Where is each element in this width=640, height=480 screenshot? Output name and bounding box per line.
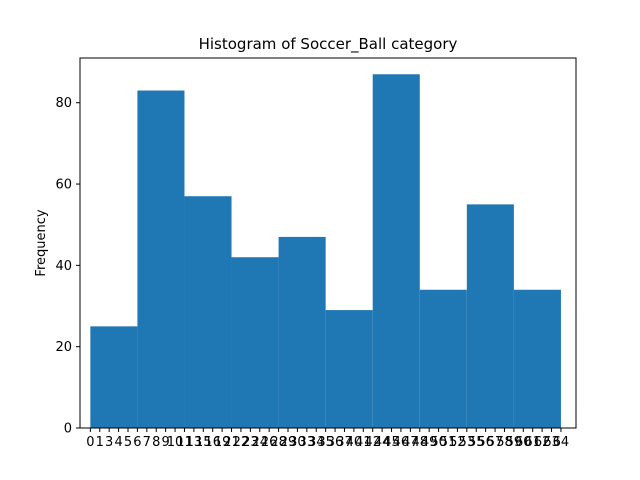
x-tick-label: 0 bbox=[86, 435, 94, 450]
x-tick-label: 33 bbox=[299, 435, 316, 450]
x-tick-label: 11 bbox=[176, 435, 193, 450]
x-tick-label: 4 bbox=[114, 435, 122, 450]
x-tick-label: 22 bbox=[233, 435, 250, 450]
x-tick-label: 42 bbox=[364, 435, 381, 450]
plot-frame bbox=[79, 57, 577, 429]
x-tick-label: 58 bbox=[496, 435, 513, 450]
x-tick-label: 15 bbox=[195, 435, 212, 450]
x-tick-label: 26 bbox=[261, 435, 278, 450]
x-tick-label: 48 bbox=[411, 435, 428, 450]
x-tick-label: 35 bbox=[317, 435, 334, 450]
x-tick-label: 3 bbox=[105, 435, 113, 450]
x-tick-label: 36 bbox=[327, 435, 344, 450]
x-tick-label: 41 bbox=[355, 435, 372, 450]
y-tick-label: 40 bbox=[55, 259, 72, 274]
x-tick-label: 51 bbox=[440, 435, 457, 450]
x-tick-label: 16 bbox=[204, 435, 221, 450]
x-tick-label: 7 bbox=[143, 435, 151, 450]
x-tick-label: 55 bbox=[468, 435, 485, 450]
x-tick-label: 61 bbox=[524, 435, 541, 450]
x-tick-label: 47 bbox=[402, 435, 419, 450]
histogram-bar-1 bbox=[90, 326, 138, 428]
histogram-bar-8 bbox=[419, 289, 467, 428]
x-tick-label: 19 bbox=[214, 435, 231, 450]
x-tick-label: 23 bbox=[242, 435, 259, 450]
x-tick-label: 56 bbox=[477, 435, 494, 450]
histogram-bar-5 bbox=[278, 236, 326, 428]
x-tick-label: 44 bbox=[374, 435, 391, 450]
y-axis: 0 20 40 60 80 bbox=[55, 96, 80, 437]
y-tick-label: 20 bbox=[55, 340, 72, 355]
bars-group bbox=[90, 74, 561, 429]
histogram-bar-9 bbox=[466, 204, 514, 428]
y-tick-label: 60 bbox=[55, 178, 72, 193]
y-tick-label: 80 bbox=[55, 96, 72, 111]
histogram-bar-4 bbox=[231, 257, 279, 428]
x-tick-label: 13 bbox=[186, 435, 203, 450]
y-axis-label: Frequency bbox=[34, 209, 49, 276]
x-tick-label: 1 bbox=[96, 435, 104, 450]
y-tick-label: 0 bbox=[64, 422, 72, 437]
histogram-bar-10 bbox=[513, 289, 561, 428]
x-tick-label: 64 bbox=[553, 435, 570, 450]
x-tick-label: 37 bbox=[336, 435, 353, 450]
x-tick-label: 9 bbox=[162, 435, 170, 450]
x-tick-label: 8 bbox=[152, 435, 160, 450]
x-tick-label: 5 bbox=[124, 435, 132, 450]
x-tick-label: 50 bbox=[430, 435, 447, 450]
histogram-bar-2 bbox=[137, 90, 185, 429]
x-tick-label: 52 bbox=[449, 435, 466, 450]
x-tick-label: 6 bbox=[133, 435, 141, 450]
x-tick-label: 59 bbox=[506, 435, 523, 450]
chart-title: Histogram of Soccer_Ball category bbox=[199, 35, 458, 54]
x-tick-label: 24 bbox=[251, 435, 268, 450]
x-tick-label: 57 bbox=[487, 435, 504, 450]
x-axis: 0 1 3 4 5 6 7 8 91011131516192122232426282930333… bbox=[86, 428, 569, 450]
x-tick-label: 21 bbox=[223, 435, 240, 450]
x-tick-label: 53 bbox=[459, 435, 476, 450]
x-tick-label: 28 bbox=[270, 435, 287, 450]
x-tick-label: 63 bbox=[543, 435, 560, 450]
x-tick-label: 40 bbox=[346, 435, 363, 450]
x-tick-label: 49 bbox=[421, 435, 438, 450]
x-tick-label: 30 bbox=[289, 435, 306, 450]
histogram-bar-3 bbox=[184, 196, 232, 428]
x-tick-label: 34 bbox=[308, 435, 325, 450]
histogram-bar-6 bbox=[325, 310, 373, 428]
x-tick-label: 10 bbox=[167, 435, 184, 450]
x-tick-label: 60 bbox=[515, 435, 532, 450]
x-tick-label: 45 bbox=[383, 435, 400, 450]
x-tick-label: 62 bbox=[534, 435, 551, 450]
x-tick-label: 46 bbox=[393, 435, 410, 450]
x-tick-label: 29 bbox=[280, 435, 297, 450]
histogram-bar-7 bbox=[372, 74, 420, 428]
